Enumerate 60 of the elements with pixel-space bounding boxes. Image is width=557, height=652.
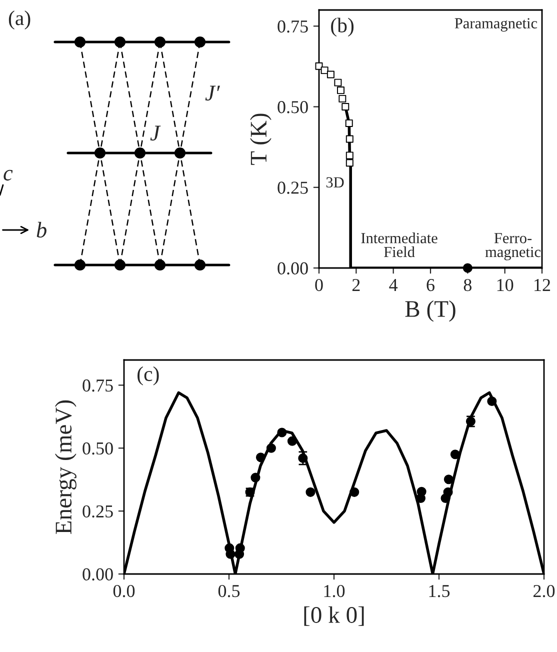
point [250,472,260,482]
y-tick-label: 0.50 [278,101,308,114]
annotation: (b) [331,18,354,37]
point [234,549,244,559]
text: J′ [205,86,220,101]
x-tick-label: 0 [315,278,323,292]
point [256,452,266,462]
x-tick-label: 1.5 [429,585,450,598]
annotation: (c) [138,366,159,386]
y-tick-label: 0.25 [278,182,308,194]
y-tick-label: 0.00 [82,568,113,581]
point [350,487,360,497]
text: J [150,126,161,141]
point [320,66,328,74]
y-tick-label: 0.75 [278,20,308,33]
y-tick-label: 0.25 [82,505,113,518]
x-axis-title: B (T) [405,300,456,322]
x-tick-label: 1.0 [324,584,345,598]
point [326,70,334,78]
point [298,453,308,463]
point [346,152,354,160]
point [462,263,472,273]
x-tick-label: 12 [534,278,550,291]
x-tick-label: 6 [426,278,434,292]
y-axis-title: T (K) [250,114,272,165]
point [277,428,287,438]
point [416,493,426,503]
point [487,396,497,406]
x-tick-label: 2.0 [534,584,555,598]
point [342,103,350,110]
point [450,450,460,460]
point [346,159,354,167]
text: (a) [8,10,30,30]
point [306,487,316,497]
annotation: 3D [326,177,344,188]
x-tick-label: 8 [464,278,472,292]
point [345,119,353,127]
point [226,549,236,559]
x-tick-label: 0.0 [113,584,135,598]
x-tick-label: 0.5 [218,584,240,598]
x-axis-title: [0 k 0] [304,606,364,626]
point [287,436,297,446]
x-tick-label: 4 [389,279,398,291]
y-tick-label: 0.75 [82,379,113,392]
y-tick-label: 0.50 [82,442,113,455]
text: b [36,222,46,238]
point [338,94,346,102]
annotation: Intermediate Field [361,232,438,258]
annotation: Ferro- magnetic [485,233,541,260]
point [266,443,276,453]
annotation: Paramagnetic [454,18,538,32]
y-tick-label: 0.00 [278,262,308,275]
point [444,474,454,484]
x-tick-label: 10 [497,278,514,292]
text: c [4,170,13,181]
point [346,135,354,143]
y-axis-title: Energy (meV) [54,400,76,534]
point [443,487,453,497]
point [334,78,342,86]
x-tick-label: 2 [352,278,360,291]
